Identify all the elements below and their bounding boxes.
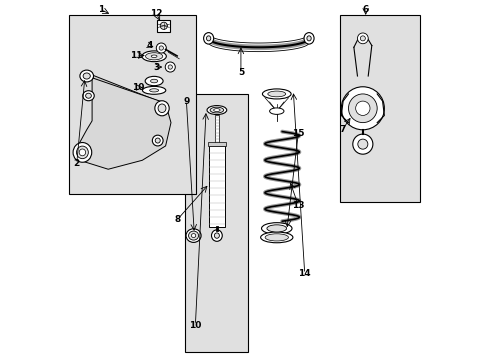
- Text: 6: 6: [362, 5, 368, 14]
- Ellipse shape: [152, 135, 163, 146]
- Ellipse shape: [82, 91, 94, 101]
- Ellipse shape: [73, 143, 92, 162]
- Text: 3: 3: [153, 63, 160, 72]
- Text: 1: 1: [98, 5, 104, 14]
- Ellipse shape: [206, 36, 210, 41]
- Ellipse shape: [145, 53, 163, 60]
- Text: 11: 11: [130, 51, 142, 60]
- Text: 12: 12: [150, 9, 163, 18]
- Ellipse shape: [149, 89, 158, 92]
- Ellipse shape: [150, 79, 158, 83]
- Ellipse shape: [188, 231, 198, 240]
- Bar: [214, 115, 219, 144]
- Circle shape: [357, 33, 367, 44]
- Text: 5: 5: [237, 68, 244, 77]
- Ellipse shape: [83, 73, 90, 79]
- Ellipse shape: [158, 104, 165, 113]
- Text: 15: 15: [291, 129, 304, 138]
- Ellipse shape: [85, 93, 91, 98]
- Text: 10: 10: [132, 83, 144, 92]
- Text: 10: 10: [189, 321, 201, 330]
- Polygon shape: [93, 95, 161, 116]
- Ellipse shape: [214, 233, 219, 238]
- Ellipse shape: [266, 225, 286, 232]
- Circle shape: [160, 22, 167, 30]
- Ellipse shape: [264, 234, 288, 241]
- Circle shape: [352, 134, 372, 154]
- Circle shape: [360, 36, 365, 41]
- Text: 8: 8: [174, 215, 180, 224]
- Ellipse shape: [306, 36, 310, 41]
- Ellipse shape: [185, 229, 201, 242]
- Ellipse shape: [76, 146, 88, 159]
- Circle shape: [355, 101, 369, 116]
- Text: 9: 9: [183, 96, 189, 105]
- Bar: [208, 144, 224, 226]
- Ellipse shape: [262, 89, 290, 99]
- Circle shape: [341, 87, 384, 130]
- Ellipse shape: [304, 33, 313, 44]
- Text: 13: 13: [291, 201, 304, 210]
- Ellipse shape: [191, 234, 195, 238]
- Circle shape: [168, 65, 172, 69]
- Bar: [207, 142, 225, 146]
- Ellipse shape: [142, 86, 165, 94]
- Ellipse shape: [80, 70, 93, 82]
- Bar: [69, 15, 196, 194]
- Bar: [157, 20, 170, 32]
- Ellipse shape: [151, 55, 157, 58]
- Bar: [339, 15, 419, 202]
- Text: 14: 14: [298, 269, 310, 278]
- Ellipse shape: [155, 101, 169, 116]
- Ellipse shape: [142, 51, 166, 62]
- Ellipse shape: [260, 232, 292, 243]
- Ellipse shape: [79, 149, 85, 156]
- Ellipse shape: [211, 230, 222, 241]
- Circle shape: [357, 139, 367, 149]
- Text: 4: 4: [146, 41, 152, 50]
- Ellipse shape: [155, 138, 160, 143]
- Ellipse shape: [206, 105, 226, 114]
- Ellipse shape: [269, 108, 284, 114]
- Text: 2: 2: [73, 159, 80, 168]
- Text: 7: 7: [339, 125, 345, 134]
- Circle shape: [156, 43, 166, 53]
- Ellipse shape: [203, 33, 213, 44]
- Bar: [185, 94, 247, 352]
- Circle shape: [165, 62, 175, 72]
- Polygon shape: [79, 78, 171, 169]
- Circle shape: [159, 46, 163, 50]
- Ellipse shape: [145, 76, 163, 86]
- Ellipse shape: [210, 107, 223, 113]
- Ellipse shape: [261, 223, 291, 234]
- Circle shape: [348, 94, 376, 123]
- Ellipse shape: [267, 91, 285, 97]
- Ellipse shape: [213, 109, 220, 112]
- Polygon shape: [92, 75, 162, 107]
